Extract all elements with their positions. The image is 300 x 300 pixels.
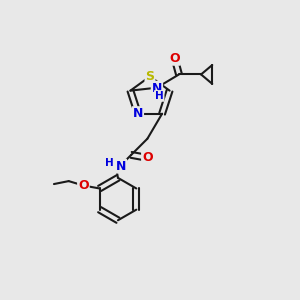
Text: N: N xyxy=(133,107,143,120)
Text: O: O xyxy=(142,151,153,164)
Text: H: H xyxy=(105,158,113,168)
Text: S: S xyxy=(146,70,154,83)
Text: N: N xyxy=(116,160,126,172)
Text: H: H xyxy=(155,91,164,101)
Text: O: O xyxy=(169,52,180,65)
Text: N: N xyxy=(152,82,162,95)
Text: O: O xyxy=(78,179,89,192)
